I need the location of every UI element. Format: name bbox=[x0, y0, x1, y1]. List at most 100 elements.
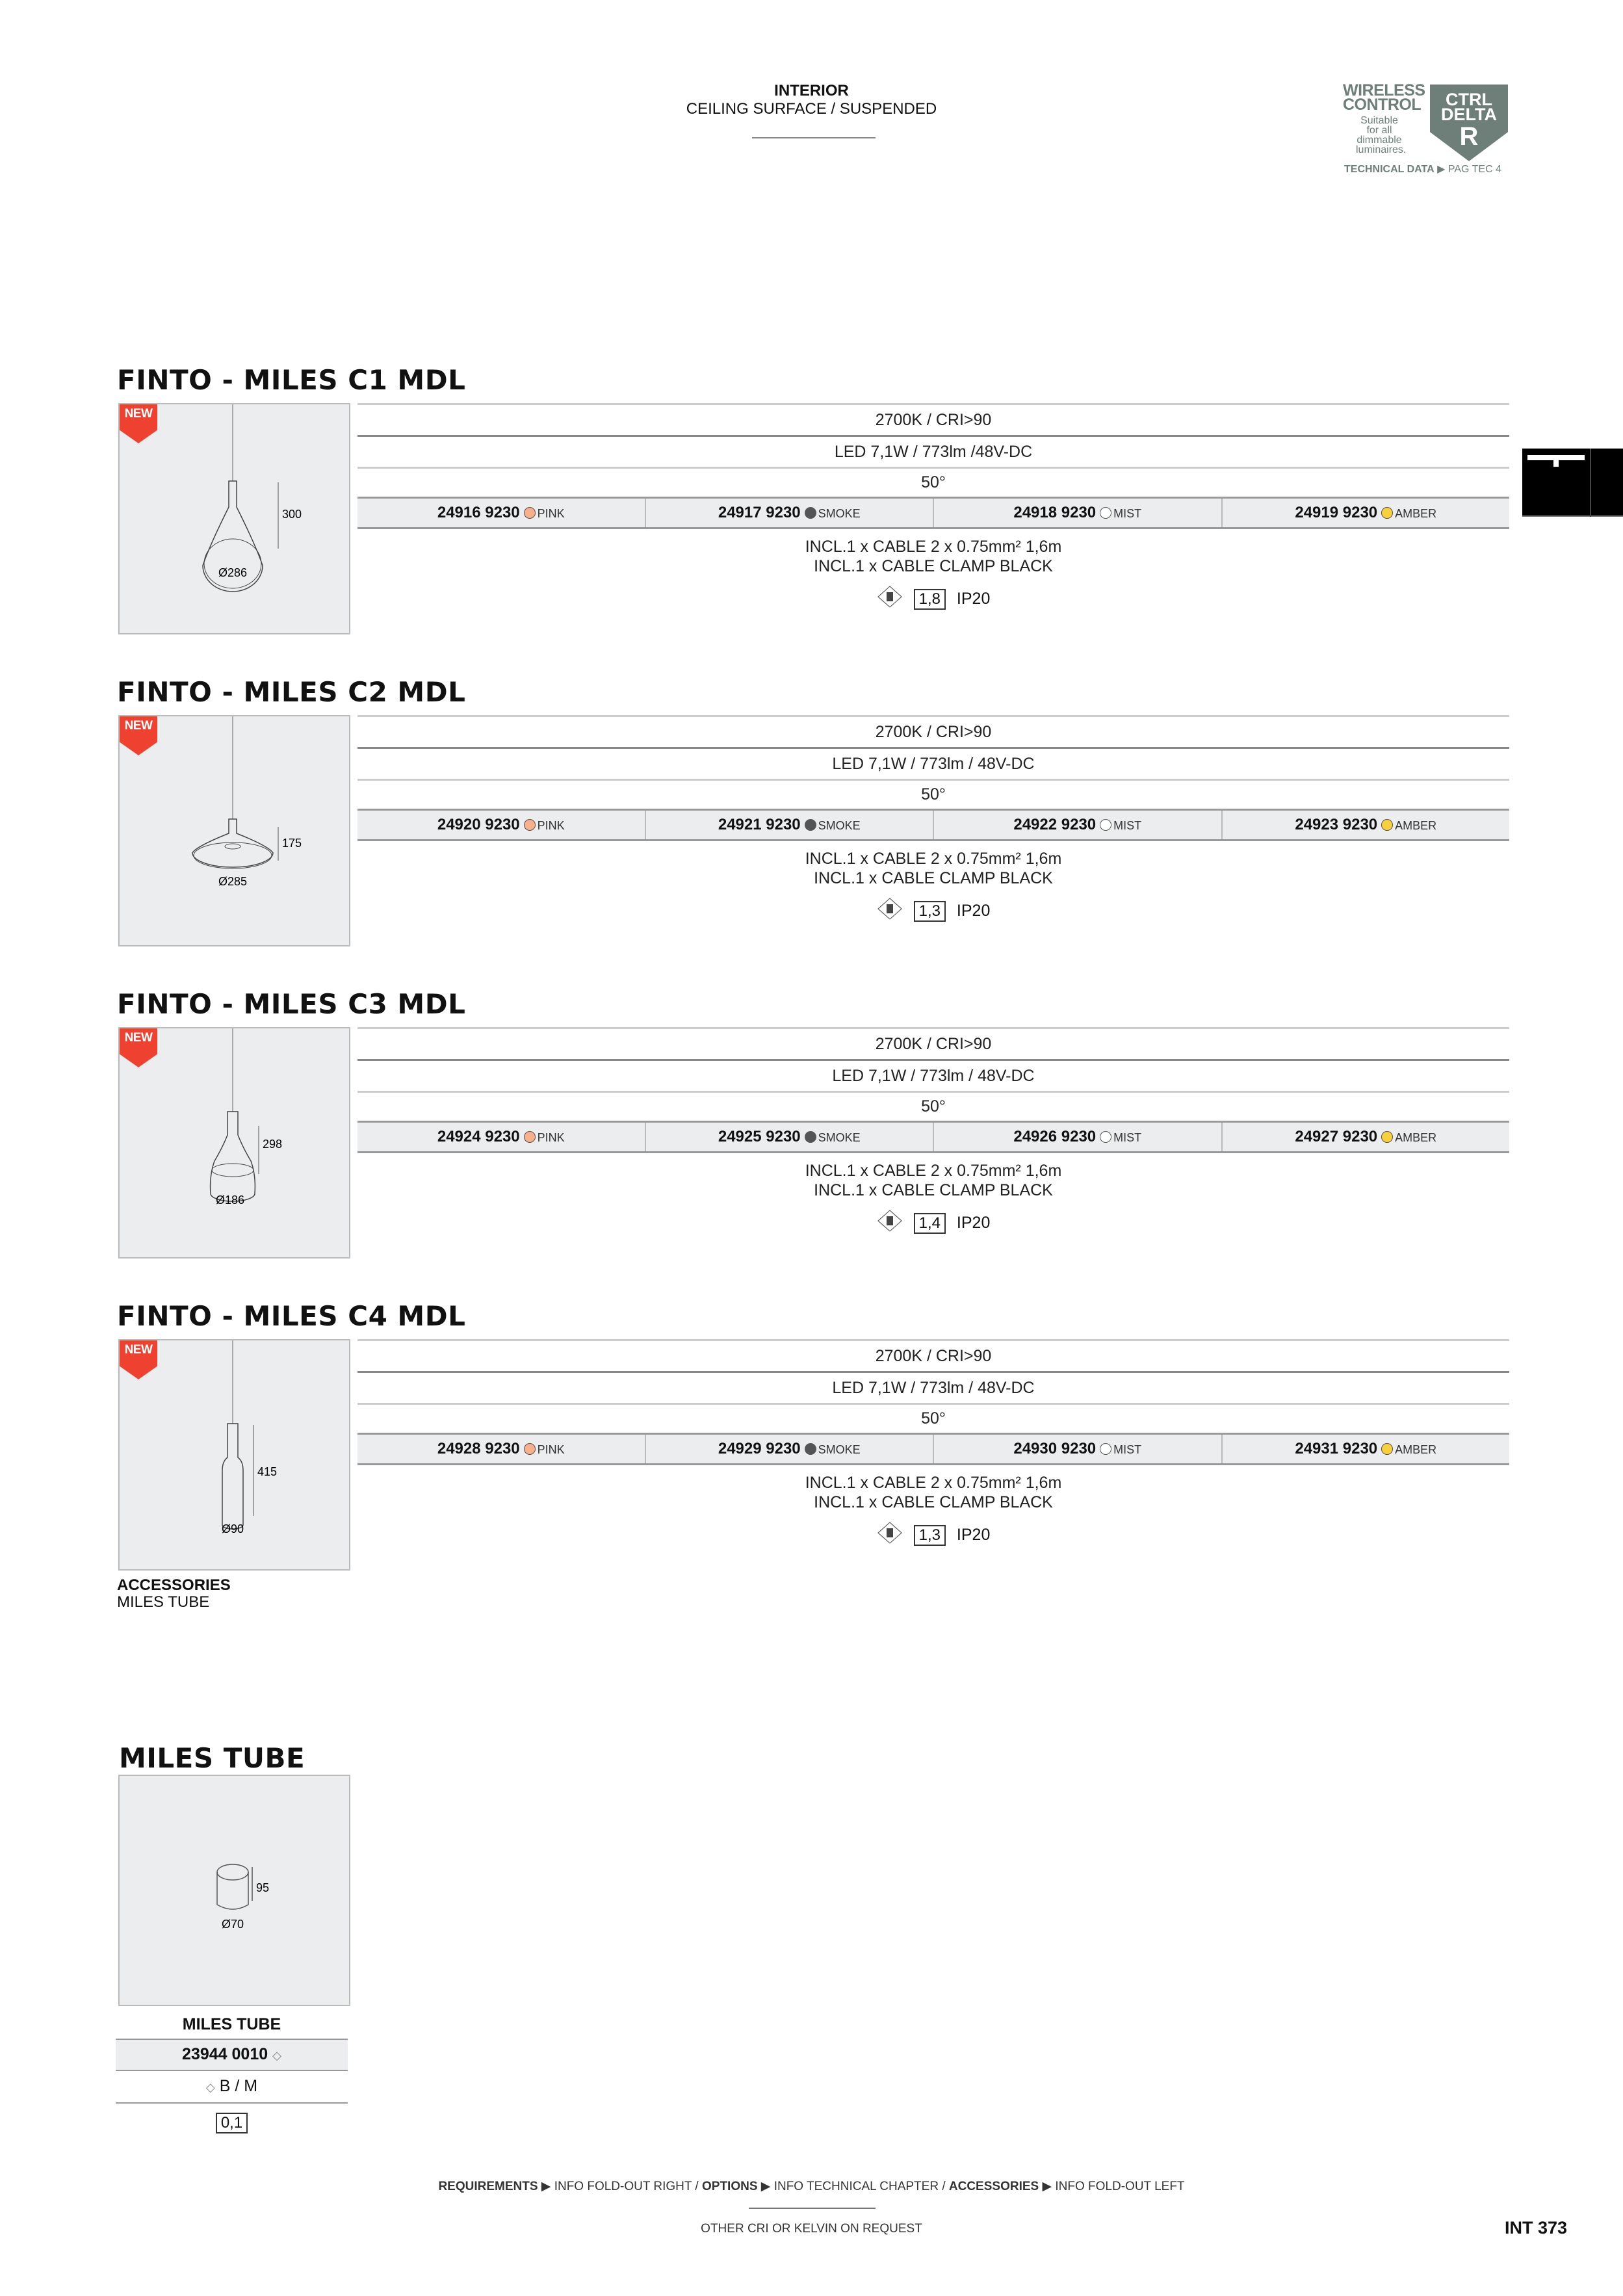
product-code-24928-9230[interactable]: 24928 9230 PINK bbox=[437, 1440, 565, 1457]
diamond-icon: ◇ bbox=[205, 2081, 215, 2094]
color-swatch-icon bbox=[804, 819, 816, 831]
color-swatch-icon bbox=[1100, 819, 1112, 831]
product-code-24925-9230[interactable]: 24925 9230 SMOKE bbox=[644, 1123, 933, 1151]
ip-rating: IP20 bbox=[956, 1526, 991, 1544]
certification-icons: 1,4 IP20 bbox=[357, 1209, 1509, 1235]
weight-box: 1,3 bbox=[913, 1524, 946, 1546]
product-code-24921-9230[interactable]: 24921 9230 SMOKE bbox=[644, 811, 933, 839]
weight-box: 0,1 bbox=[215, 2113, 248, 2133]
product-title: FINTO - MILES C4 MDL bbox=[117, 1300, 466, 1332]
divider bbox=[749, 2208, 876, 2209]
code-row: 24928 9230 PINK 24929 9230 SMOKE 24930 9230 M… bbox=[357, 1433, 1509, 1465]
color-swatch-icon bbox=[1381, 1131, 1394, 1143]
color-swatch-icon bbox=[804, 1131, 816, 1143]
spec-beam: 50° bbox=[357, 467, 1509, 497]
certification-icons: 1,3 IP20 bbox=[357, 897, 1509, 923]
ip-rating: IP20 bbox=[956, 902, 991, 920]
color-swatch-icon bbox=[804, 507, 816, 519]
tube-info: MILES TUBE 23944 0010 ◇ ◇ B / M 0,1 bbox=[116, 2010, 348, 2133]
product-image: NEW 298 Ø186 bbox=[118, 1027, 350, 1259]
product-image: NEW 415 Ø90 bbox=[118, 1339, 350, 1571]
ip-rating: IP20 bbox=[956, 590, 991, 608]
svg-text:Ø70: Ø70 bbox=[222, 1918, 244, 1931]
spec-led: LED 7,1W / 773lm / 48V-DC bbox=[357, 1371, 1509, 1403]
color-swatch-icon bbox=[804, 1443, 816, 1455]
page-header: INTERIOR CEILING SURFACE / SUSPENDED bbox=[0, 82, 1623, 118]
included-items: INCL.1 x CABLE 2 x 0.75mm² 1,6m INCL.1 x … bbox=[805, 1162, 1062, 1199]
product-code-24918-9230[interactable]: 24918 9230 MIST bbox=[933, 499, 1221, 527]
product-spec-table: 2700K / CRI>90 LED 7,1W / 773lm / 48V-DC… bbox=[357, 715, 1509, 923]
weight-box: 1,3 bbox=[913, 900, 946, 922]
product-drawing: 415 Ø90 bbox=[222, 1340, 277, 1535]
product-code-24917-9230[interactable]: 24917 9230 SMOKE bbox=[644, 499, 933, 527]
color-swatch-icon bbox=[1100, 1443, 1112, 1455]
footer-info: REQUIREMENTS ▶ INFO FOLD-OUT RIGHT / OPT… bbox=[438, 2180, 1185, 2193]
product-code-24931-9230[interactable]: 24931 9230 AMBER bbox=[1221, 1435, 1510, 1463]
color-swatch-icon bbox=[523, 507, 536, 519]
product-code-24929-9230[interactable]: 24929 9230 SMOKE bbox=[644, 1435, 933, 1463]
spec-beam: 50° bbox=[357, 779, 1509, 809]
class-iii-icon bbox=[877, 1521, 903, 1549]
svg-text:Ø90: Ø90 bbox=[222, 1522, 244, 1535]
product-code-24923-9230[interactable]: 24923 9230 AMBER bbox=[1221, 811, 1510, 839]
product-code-24916-9230[interactable]: 24916 9230 PINK bbox=[437, 504, 565, 521]
product-code-24927-9230[interactable]: 24927 9230 AMBER bbox=[1221, 1123, 1510, 1151]
color-swatch-icon bbox=[523, 819, 536, 831]
spec-color-temp: 2700K / CRI>90 bbox=[357, 1339, 1509, 1371]
color-swatch-icon bbox=[1381, 507, 1394, 519]
spec-led: LED 7,1W / 773lm / 48V-DC bbox=[357, 1059, 1509, 1091]
weight-box: 1,4 bbox=[913, 1212, 946, 1234]
color-swatch-icon bbox=[1100, 1131, 1112, 1143]
product-code-24920-9230[interactable]: 24920 9230 PINK bbox=[437, 816, 565, 833]
included-items: INCL.1 x CABLE 2 x 0.75mm² 1,6m INCL.1 x … bbox=[805, 538, 1062, 575]
svg-text:300: 300 bbox=[282, 508, 302, 521]
svg-text:415: 415 bbox=[257, 1465, 277, 1478]
accessories-note: ACCESSORIES MILES TUBE bbox=[117, 1576, 231, 1611]
ip-rating: IP20 bbox=[956, 1214, 991, 1232]
divider bbox=[752, 137, 876, 138]
tube-code: 23944 0010 bbox=[182, 2045, 268, 2063]
svg-text:Ø285: Ø285 bbox=[218, 875, 247, 888]
wireless-control-logo: WIRELESS CONTROL Suitable for all dimmabl… bbox=[1339, 83, 1514, 177]
color-swatch-icon bbox=[1381, 819, 1394, 831]
code-row: 24916 9230 PINK 24917 9230 SMOKE 24918 9230 M… bbox=[357, 497, 1509, 529]
category: INTERIOR bbox=[774, 82, 849, 99]
tube-title: MILES TUBE bbox=[119, 1742, 305, 1774]
product-image: NEW 175 Ø285 bbox=[118, 715, 350, 946]
product-title: FINTO - MILES C2 MDL bbox=[117, 676, 466, 708]
weight-box: 1,8 bbox=[913, 588, 946, 610]
svg-text:95: 95 bbox=[256, 1881, 269, 1894]
svg-text:175: 175 bbox=[282, 837, 302, 850]
color-swatch-icon bbox=[1381, 1443, 1394, 1455]
spec-beam: 50° bbox=[357, 1403, 1509, 1433]
product-spec-table: 2700K / CRI>90 LED 7,1W / 773lm / 48V-DC… bbox=[357, 1027, 1509, 1235]
product-drawing: 298 Ø186 bbox=[209, 1028, 282, 1207]
tube-image: 95 Ø70 bbox=[118, 1775, 350, 2006]
class-iii-icon bbox=[877, 585, 903, 613]
spec-led: LED 7,1W / 773lm / 48V-DC bbox=[357, 747, 1509, 779]
product-code-24924-9230[interactable]: 24924 9230 PINK bbox=[437, 1128, 565, 1145]
color-swatch-icon bbox=[1100, 507, 1112, 519]
included-items: INCL.1 x CABLE 2 x 0.75mm² 1,6m INCL.1 x … bbox=[805, 850, 1062, 887]
product-code-24919-9230[interactable]: 24919 9230 AMBER bbox=[1221, 499, 1510, 527]
product-code-24926-9230[interactable]: 24926 9230 MIST bbox=[933, 1123, 1221, 1151]
diamond-icon: ◇ bbox=[272, 2049, 281, 2062]
subcategory: CEILING SURFACE / SUSPENDED bbox=[686, 100, 937, 118]
product-code-24930-9230[interactable]: 24930 9230 MIST bbox=[933, 1435, 1221, 1463]
section-tab[interactable] bbox=[1522, 449, 1623, 517]
svg-text:Ø286: Ø286 bbox=[218, 566, 247, 579]
class-iii-icon bbox=[877, 1209, 903, 1237]
color-swatch-icon bbox=[523, 1443, 536, 1455]
certification-icons: 1,8 IP20 bbox=[357, 585, 1509, 611]
code-row: 24920 9230 PINK 24921 9230 SMOKE 24922 9230 M… bbox=[357, 809, 1509, 841]
svg-text:298: 298 bbox=[263, 1138, 282, 1151]
product-code-24922-9230[interactable]: 24922 9230 MIST bbox=[933, 811, 1221, 839]
tube-drawing: 95 Ø70 bbox=[216, 1864, 269, 1931]
ctrl-delta-shield-icon: CTRL DELTA R bbox=[1430, 85, 1508, 161]
product-spec-table: 2700K / CRI>90 LED 7,1W / 773lm /48V-DC … bbox=[357, 403, 1509, 611]
spec-led: LED 7,1W / 773lm /48V-DC bbox=[357, 435, 1509, 467]
certification-icons: 1,3 IP20 bbox=[357, 1521, 1509, 1547]
class-iii-icon bbox=[877, 897, 903, 925]
svg-text:Ø186: Ø186 bbox=[216, 1194, 244, 1207]
page-number: INT 373 bbox=[1505, 2218, 1568, 2237]
